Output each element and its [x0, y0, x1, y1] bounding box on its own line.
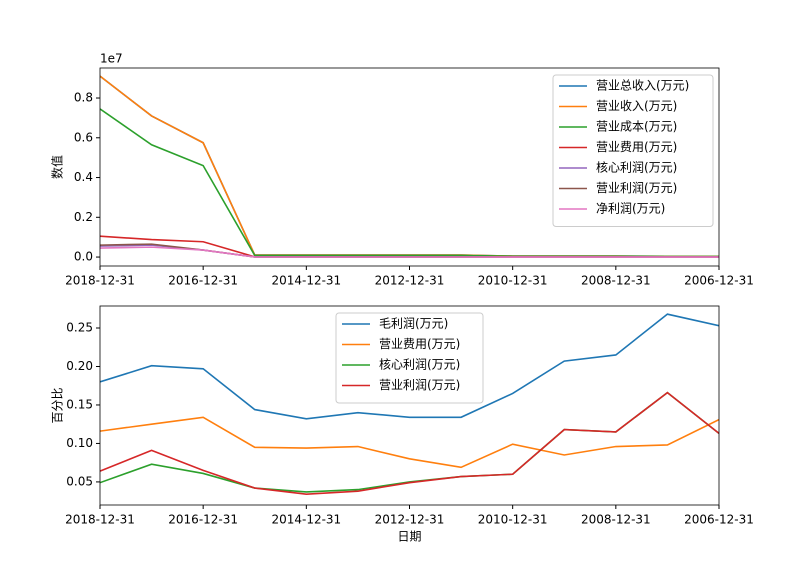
x-tick-label: 2016-12-31 — [168, 274, 238, 288]
x-tick-label: 2010-12-31 — [478, 513, 548, 527]
x-tick-label: 2014-12-31 — [271, 513, 341, 527]
x-tick-label: 2012-12-31 — [375, 513, 445, 527]
y-tick-label: 0.4 — [74, 170, 93, 184]
x-tick-label: 2010-12-31 — [478, 274, 548, 288]
y-tick-label: 0.6 — [74, 130, 93, 144]
x-axis-label: 日期 — [397, 530, 421, 544]
legend-box — [552, 74, 714, 227]
legend-label: 营业收入(万元) — [596, 99, 677, 113]
y-offset-label: 1e7 — [100, 52, 123, 66]
legend-label: 营业利润(万元) — [596, 181, 677, 195]
legend-label: 营业总收入(万元) — [596, 79, 689, 93]
x-tick-label: 2018-12-31 — [65, 274, 135, 288]
y-tick-label: 0.0 — [74, 250, 93, 264]
line-series — [100, 391, 719, 496]
legend-label: 营业成本(万元) — [596, 120, 677, 134]
x-tick-label: 2014-12-31 — [271, 274, 341, 288]
y-tick-label: 0.15 — [66, 397, 93, 411]
legend-label: 净利润(万元) — [596, 202, 665, 216]
x-tick-label: 2008-12-31 — [581, 513, 651, 527]
legend-label: 营业费用(万元) — [596, 140, 677, 154]
y-tick-label: 0.8 — [74, 91, 93, 105]
x-tick-label: 2016-12-31 — [168, 513, 238, 527]
y-tick-label: 0.20 — [66, 359, 93, 373]
legend-box — [335, 312, 484, 404]
legend-label: 核心利润(万元) — [596, 161, 677, 175]
line-series — [100, 391, 719, 493]
line-series — [100, 313, 719, 420]
axes-frame — [99, 305, 720, 506]
y-tick-label: 0.2 — [74, 210, 93, 224]
x-tick-label: 2008-12-31 — [581, 274, 651, 288]
legend-label: 营业费用(万元) — [379, 337, 460, 351]
y-tick-label: 0.05 — [66, 474, 93, 488]
y-tick-label: 0.10 — [66, 436, 93, 450]
x-tick-label: 2006-12-31 — [684, 274, 754, 288]
y-axis-label: 数值 — [50, 155, 65, 179]
line-series — [100, 416, 719, 469]
x-tick-label: 2012-12-31 — [375, 274, 445, 288]
x-tick-label: 2006-12-31 — [684, 513, 754, 527]
y-tick-label: 0.25 — [66, 321, 93, 335]
axes-frame — [99, 67, 720, 267]
y-axis-label: 百分比 — [51, 387, 65, 423]
x-tick-label: 2018-12-31 — [65, 513, 135, 527]
legend-label: 核心利润(万元) — [379, 358, 460, 372]
line-series — [100, 246, 719, 258]
legend-label: 毛利润(万元) — [379, 317, 448, 331]
legend-label: 营业利润(万元) — [379, 378, 460, 392]
line-series — [100, 235, 719, 258]
